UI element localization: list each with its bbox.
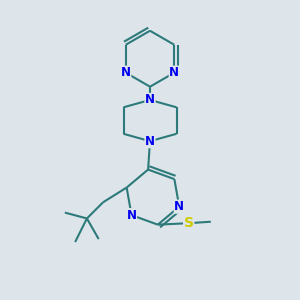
Text: N: N: [145, 135, 155, 148]
Text: N: N: [169, 66, 179, 79]
Text: S: S: [184, 216, 194, 230]
Text: N: N: [121, 66, 131, 79]
Text: N: N: [145, 93, 155, 106]
Text: N: N: [174, 200, 184, 213]
Text: N: N: [127, 208, 136, 222]
